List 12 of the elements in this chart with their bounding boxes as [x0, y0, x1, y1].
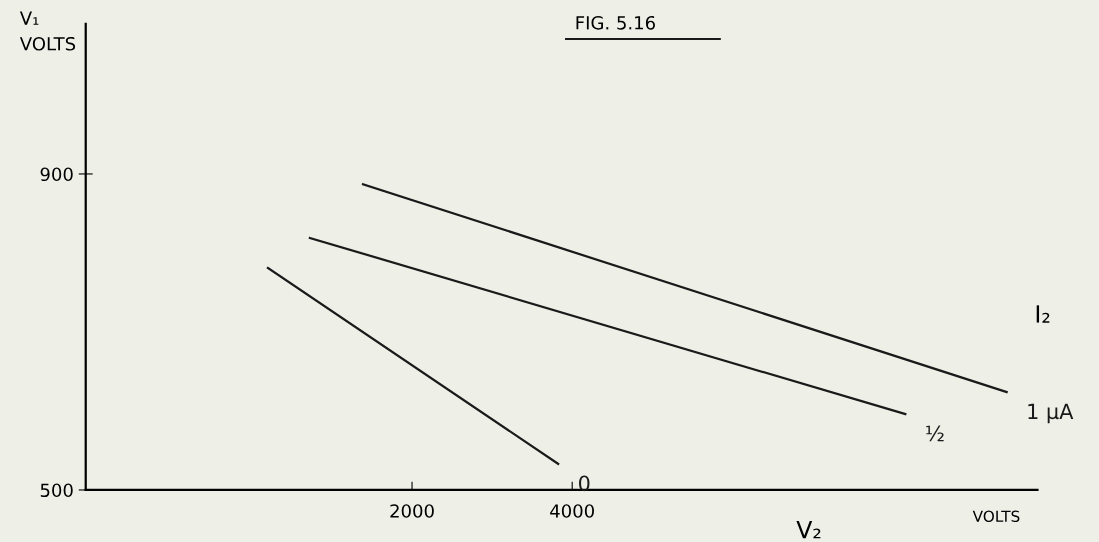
- y-tick-label: 900: [40, 167, 73, 182]
- series-label: 0: [579, 475, 590, 492]
- legend-title: I₂: [1036, 305, 1050, 323]
- chart-title: FIG. 5.16: [576, 15, 655, 30]
- series-label: ½: [926, 425, 944, 442]
- y-tick-label: 500: [40, 483, 73, 498]
- text: VOLTS: [972, 510, 1020, 523]
- y-axis-title: V₁ VOLTS: [19, 11, 76, 51]
- series-label: 1 μA: [1028, 403, 1074, 424]
- x-tick-label: 2000: [390, 504, 434, 518]
- x-axis-title: V₂: [796, 520, 821, 539]
- x-tick-label: 4000: [550, 504, 594, 518]
